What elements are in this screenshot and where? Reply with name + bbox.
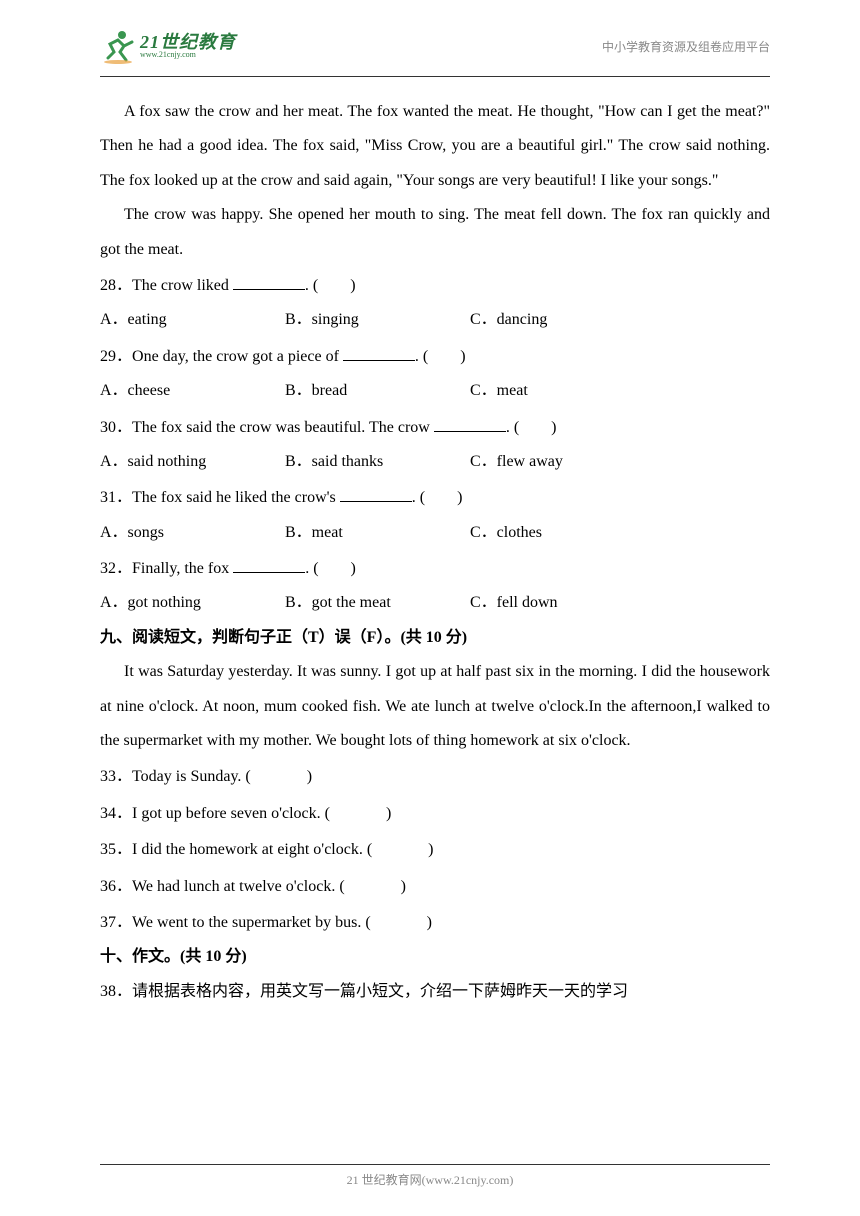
question-stem-before: One day, the crow got a piece of: [132, 348, 343, 365]
question-stem-before: Finally, the fox: [132, 560, 233, 577]
fill-blank: [343, 360, 415, 361]
question-number: 37．: [100, 914, 132, 931]
question-number: 31．: [100, 489, 132, 506]
footer-divider: [100, 1164, 770, 1165]
reading-passage-para2: The crow was happy. She opened her mouth…: [100, 198, 770, 267]
tf-item-34: 34．I got up before seven o'clock. (): [100, 797, 770, 831]
logo-text: 21世纪教育 www.21cnjy.com: [140, 33, 236, 59]
writing-prompt-38: 38．请根据表格内容，用英文写一篇小短文，介绍一下萨姆昨天一天的学习: [100, 975, 770, 1009]
option-a: A．said nothing: [100, 445, 285, 479]
section-10-heading: 十、作文。(共 10 分): [100, 940, 770, 974]
fill-blank: [340, 501, 412, 502]
fill-blank: [233, 289, 305, 290]
option-a: A．eating: [100, 303, 285, 337]
tf-text: I did the homework at eight o'clock. (: [132, 841, 372, 858]
tf-text: Today is Sunday. (: [132, 768, 251, 785]
question-29: 29．One day, the crow got a piece of . ( …: [100, 340, 770, 374]
fill-blank: [434, 431, 506, 432]
writing-text: 请根据表格内容，用英文写一篇小短文，介绍一下萨姆昨天一天的学习: [132, 983, 628, 1000]
page-footer: 21 世纪教育网(www.21cnjy.com): [0, 1164, 860, 1188]
question-number: 32．: [100, 560, 132, 577]
option-b: B．singing: [285, 303, 470, 337]
question-28: 28．The crow liked . ( ): [100, 269, 770, 303]
option-c: C．fell down: [470, 586, 770, 620]
page-header: 21世纪教育 www.21cnjy.com 中小学教育资源及组卷应用平台: [0, 0, 860, 76]
question-stem-before: The crow liked: [132, 277, 233, 294]
section-9-passage: It was Saturday yesterday. It was sunny.…: [100, 655, 770, 758]
question-32-options: A．got nothing B．got the meat C．fell down: [100, 586, 770, 620]
fill-blank: [233, 572, 305, 573]
tf-item-36: 36．We had lunch at twelve o'clock. (): [100, 870, 770, 904]
option-c: C．meat: [470, 374, 770, 408]
question-number: 34．: [100, 805, 132, 822]
option-a: A．cheese: [100, 374, 285, 408]
question-number: 33．: [100, 768, 132, 785]
option-b: B．meat: [285, 516, 470, 550]
logo-main-text: 21世纪教育: [140, 33, 236, 51]
option-b: B．bread: [285, 374, 470, 408]
option-c: C．clothes: [470, 516, 770, 550]
option-c: C．dancing: [470, 303, 770, 337]
tf-text: I got up before seven o'clock. (: [132, 805, 330, 822]
tf-item-37: 37．We went to the supermarket by bus. (): [100, 906, 770, 940]
logo: 21世纪教育 www.21cnjy.com: [100, 28, 236, 64]
option-a: A．got nothing: [100, 586, 285, 620]
question-number: 38．: [100, 983, 132, 1000]
tf-item-35: 35．I did the homework at eight o'clock. …: [100, 833, 770, 867]
question-number: 29．: [100, 348, 132, 365]
question-number: 36．: [100, 878, 132, 895]
question-29-options: A．cheese B．bread C．meat: [100, 374, 770, 408]
option-b: B．got the meat: [285, 586, 470, 620]
question-32: 32．Finally, the fox . ( ): [100, 552, 770, 586]
question-31-options: A．songs B．meat C．clothes: [100, 516, 770, 550]
question-30: 30．The fox said the crow was beautiful. …: [100, 411, 770, 445]
option-c: C．flew away: [470, 445, 770, 479]
header-right-text: 中小学教育资源及组卷应用平台: [602, 38, 770, 55]
question-number: 28．: [100, 277, 132, 294]
tf-text: We had lunch at twelve o'clock. (: [132, 878, 345, 895]
question-number: 35．: [100, 841, 132, 858]
question-stem-before: The fox said the crow was beautiful. The…: [132, 419, 434, 436]
footer-text: 21 世纪教育网(www.21cnjy.com): [0, 1171, 860, 1188]
question-stem-before: The fox said he liked the crow's: [132, 489, 340, 506]
section-9-heading: 九、阅读短文，判断句子正（T）误（F）。(共 10 分): [100, 621, 770, 655]
question-30-options: A．said nothing B．said thanks C．flew away: [100, 445, 770, 479]
question-stem-after: . ( ): [305, 277, 356, 294]
option-a: A．songs: [100, 516, 285, 550]
question-stem-after: . ( ): [506, 419, 557, 436]
tf-text: We went to the supermarket by bus. (: [132, 914, 371, 931]
logo-running-figure-icon: [100, 28, 136, 64]
page-content: A fox saw the crow and her meat. The fox…: [0, 77, 860, 1029]
tf-item-33: 33．Today is Sunday. (): [100, 760, 770, 794]
question-28-options: A．eating B．singing C．dancing: [100, 303, 770, 337]
question-number: 30．: [100, 419, 132, 436]
question-stem-after: . ( ): [305, 560, 356, 577]
question-stem-after: . ( ): [415, 348, 466, 365]
option-b: B．said thanks: [285, 445, 470, 479]
question-31: 31．The fox said he liked the crow's . ( …: [100, 481, 770, 515]
reading-passage-para1: A fox saw the crow and her meat. The fox…: [100, 95, 770, 198]
logo-url-text: www.21cnjy.com: [140, 51, 236, 59]
question-stem-after: . ( ): [412, 489, 463, 506]
